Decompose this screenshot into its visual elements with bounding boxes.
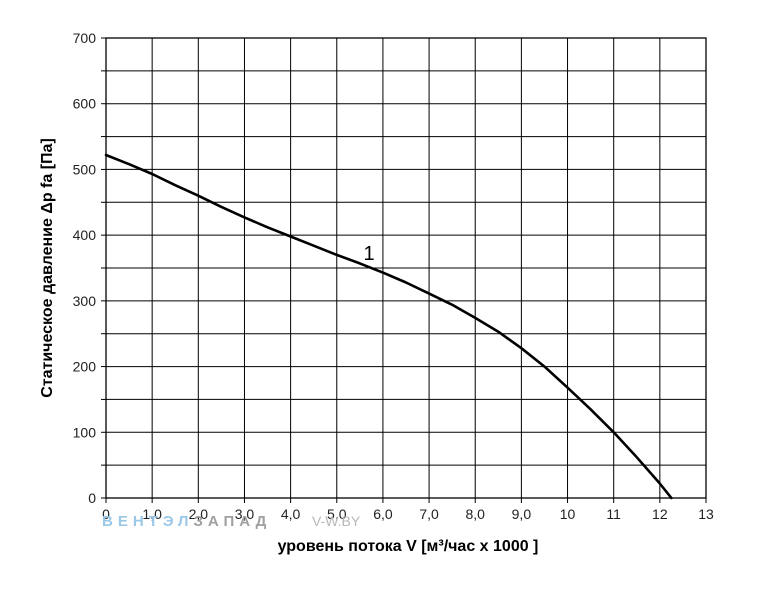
y-tick-label: 700 (73, 30, 97, 46)
x-tick-label: 13 (698, 506, 714, 522)
x-tick-label: 1,0 (142, 506, 162, 522)
x-tick-label: 3,0 (235, 506, 255, 522)
x-tick-label: 7,0 (419, 506, 439, 522)
x-tick-label: 11 (606, 506, 621, 522)
x-tick-label: 2,0 (189, 506, 209, 522)
y-tick-labels: 0 100 200 300 400 500 600 700 (73, 30, 97, 506)
series-line (104, 153, 673, 500)
plot-frame (105, 37, 707, 499)
series-group: 1 (104, 153, 673, 500)
y-tick-label: 400 (73, 227, 97, 243)
x-tick-label: 9,0 (512, 506, 532, 522)
x-tick-labels: 0 1,0 2,0 3,0 4,0 5,0 6,0 7,0 8,0 9,0 10 11 12 13 (102, 506, 714, 522)
x-tick-label: 5,0 (327, 506, 347, 522)
y-tick-label: 300 (73, 293, 97, 309)
y-axis-label: Статическое давление Δp fa [Па] (39, 138, 56, 398)
y-tick-label: 600 (73, 96, 97, 112)
watermark-domain: V-W.BY (312, 513, 361, 529)
x-tick-label: 12 (652, 506, 668, 522)
watermark-part2: ЗАПАД (193, 513, 271, 530)
y-tick-label: 500 (73, 161, 97, 177)
watermark-part1: ВЕНТЭЛ (102, 513, 193, 530)
watermark-logo: ВЕНТЭЛЗАПАД (102, 513, 271, 530)
grid (101, 37, 707, 503)
y-tick-label: 0 (88, 490, 96, 506)
series-label: 1 (364, 243, 375, 265)
y-tick-label: 100 (73, 424, 97, 440)
x-tick-label: 6,0 (373, 506, 393, 522)
x-tick-label: 8,0 (465, 506, 485, 522)
y-tick-label: 200 (73, 359, 97, 375)
x-tick-label: 4,0 (281, 506, 301, 522)
x-tick-label: 10 (560, 506, 576, 522)
x-axis-label: уровень потока V [м³/час х 1000 ] (278, 538, 539, 555)
x-tick-label: 0 (102, 506, 110, 522)
